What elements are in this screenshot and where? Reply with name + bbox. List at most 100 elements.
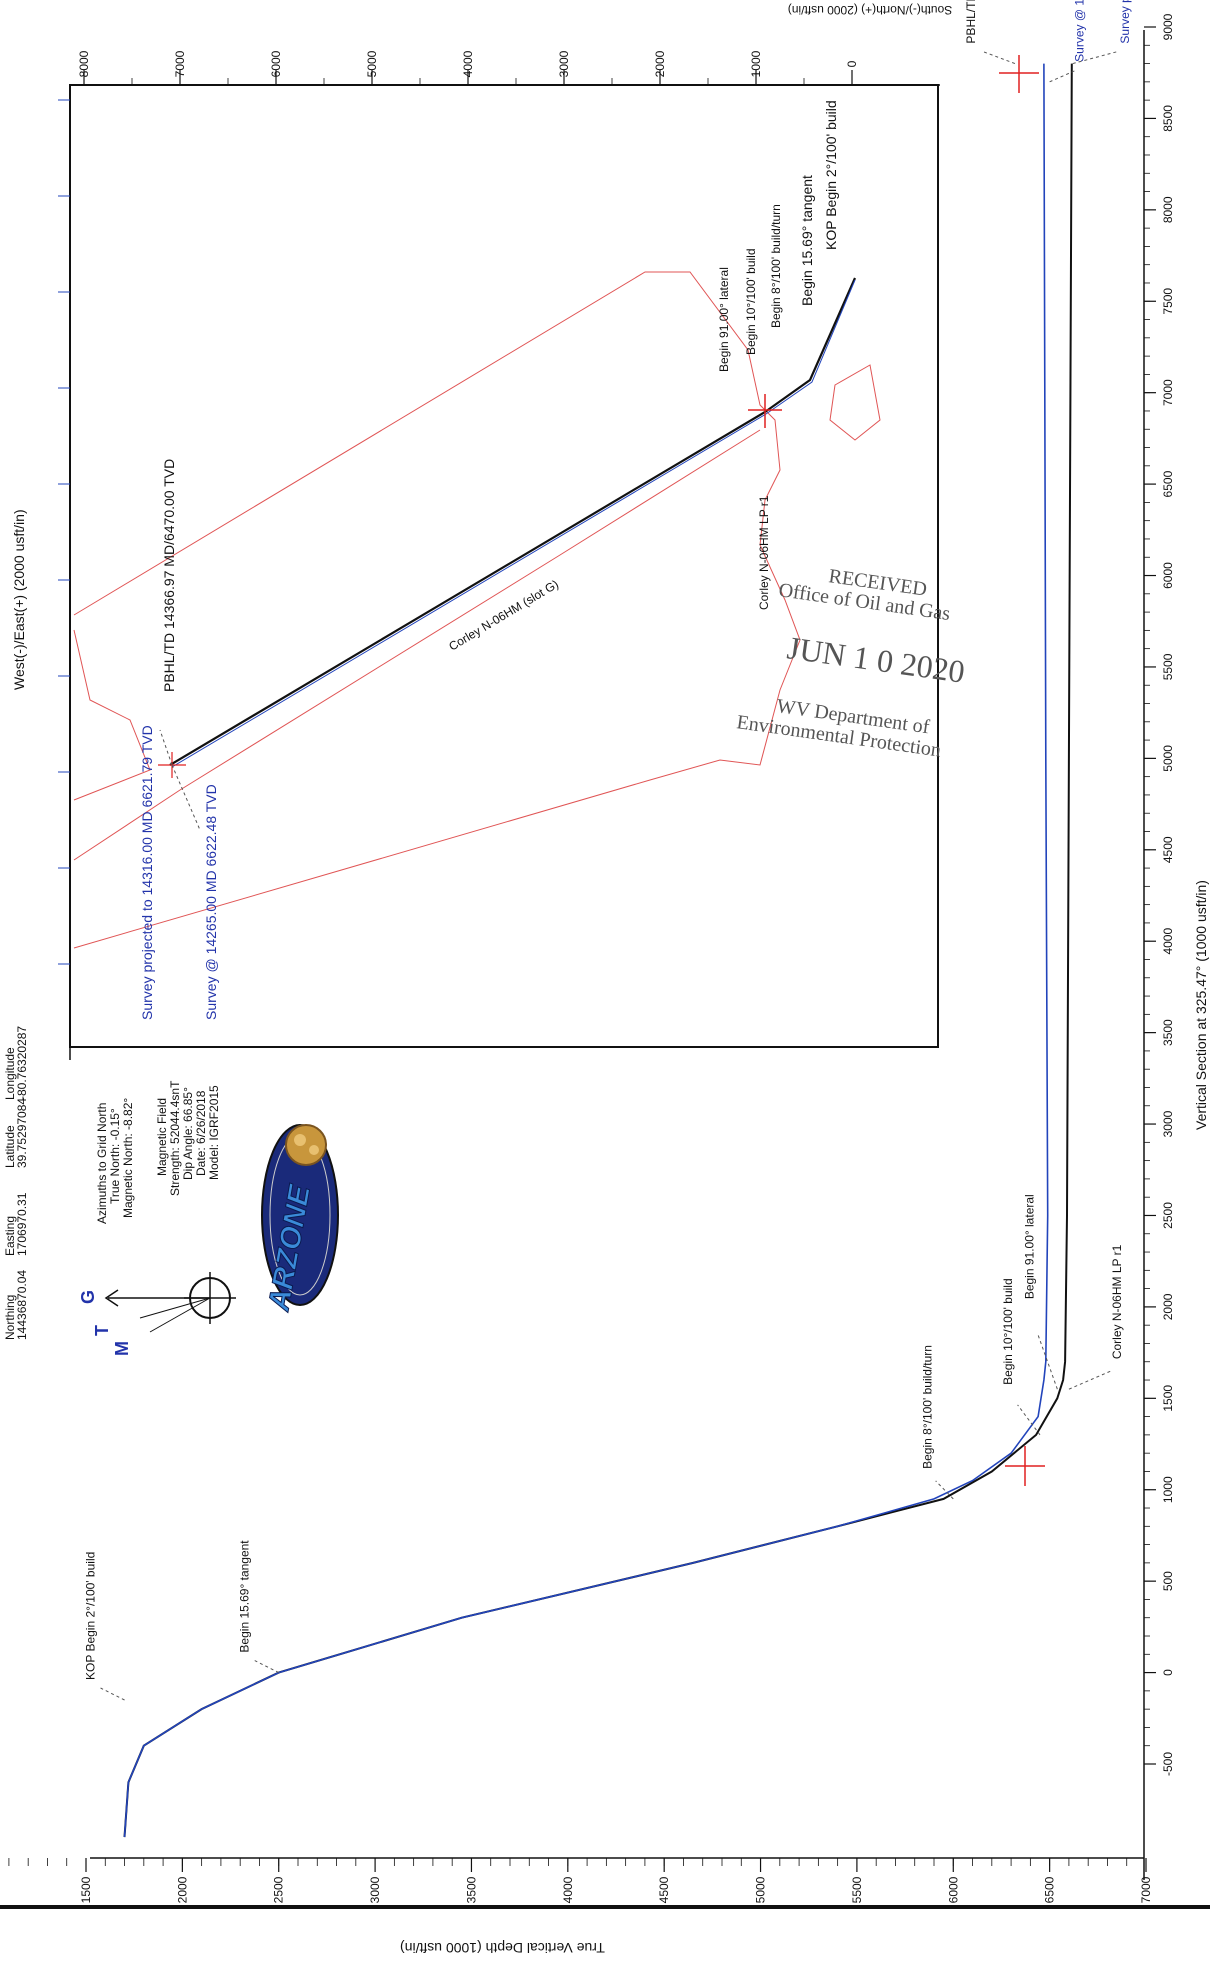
vs-tick-label: 8000 — [1161, 196, 1175, 223]
plan-ns-tick-label: 1000 — [749, 50, 763, 77]
location-header-easting: Easting — [3, 1216, 17, 1256]
plan-ns-tick-label: 7000 — [173, 50, 187, 77]
tvd-axis-label: True Vertical Depth (1000 usft/in) — [400, 1940, 605, 1956]
lease-boundary — [73, 271, 801, 949]
vs-annotation-leader — [1072, 51, 1118, 65]
vs-tick-label: 500 — [1161, 1571, 1175, 1591]
plan-kop-label: KOP Begin 2°/100' build — [823, 100, 839, 250]
vs-tick-label: 5500 — [1161, 653, 1175, 680]
tvd-tick-label: 6500 — [1043, 1876, 1057, 1903]
bottom-axis-bar — [0, 1905, 1210, 1909]
plan-buildturn-label: Begin 8°/100' build/turn — [769, 204, 783, 328]
plan-tangent-label: Begin 15.69° tangent — [799, 175, 815, 306]
vs-tick-label: 6500 — [1161, 470, 1175, 497]
magnetic-line-5: Model: IGRF2015 — [207, 1085, 221, 1180]
vs-tick-label: 1500 — [1161, 1385, 1175, 1412]
vs-annotation-label: Survey @ 14265.00 MD 6622.48 TVD — [1073, 0, 1087, 62]
vs-tick-label: 5000 — [1161, 745, 1175, 772]
vs-annotation-label: Begin 8°/100' build/turn — [920, 1345, 934, 1469]
vs-annotation-leader — [254, 1660, 279, 1674]
plan-lp-label: Corley N-06HM LP r1 — [757, 495, 771, 610]
magnetic-line-3: Dip Angle: 66.85° — [181, 1087, 195, 1180]
plan-leader-2 — [171, 764, 201, 831]
survey-path — [171, 279, 856, 768]
vs-annotation-label: PBHL/TD 14366.97 MD/6470.00 TVD — [964, 0, 978, 44]
vs-annotation-label: Begin 91.00° lateral — [1022, 1194, 1036, 1299]
location-value-longitude: -80.76320287 — [15, 1026, 29, 1100]
vs-annotation-leader — [1017, 1404, 1041, 1436]
tvd-tick-label: 1500 — [79, 1876, 93, 1903]
location-header-longitude: Longitude — [3, 1047, 17, 1100]
location-value-latitude: 39.75297084 — [15, 1098, 29, 1168]
plan-ns-tick-label: 2000 — [653, 50, 667, 77]
vs-tick-label: 3000 — [1161, 1110, 1175, 1137]
azimuth-line-3: Magnetic North: -8.82° — [121, 1098, 135, 1218]
plan-ns-label: South(-)/North(+) (2000 usft/in) — [788, 3, 952, 17]
plan-view-chart: 0 1000 2000 3000 4000 5000 6000 7000 8000 West(-… — [11, 3, 952, 1060]
plan-leader-1 — [159, 729, 173, 766]
vs-annotation-leader — [1068, 1370, 1111, 1390]
vs-annotation-label: KOP Begin 2°/100' build — [84, 1552, 98, 1680]
plan-ew-label: West(-)/East(+) (2000 usft/in) — [11, 509, 27, 690]
location-value-northing: 14436870.04 — [15, 1270, 29, 1340]
tvd-tick-label: 4500 — [657, 1876, 671, 1903]
plan-series-line — [123, 63, 1073, 1838]
vs-tick-label: 8500 — [1161, 105, 1175, 132]
vs-tick-label: 6000 — [1161, 562, 1175, 589]
vs-annotation-leader — [982, 51, 1016, 65]
vs-annotation-leader — [935, 1480, 954, 1500]
plan-ns-tick-label: 8000 — [77, 50, 91, 77]
tvd-tick-label: 3500 — [464, 1876, 478, 1903]
pad-outline — [829, 364, 881, 441]
plan-pbhl-label: PBHL/TD 14366.97 MD/6470.00 TVD — [161, 459, 177, 692]
vs-tick-label: 9000 — [1161, 13, 1175, 40]
vs-tick-label: -500 — [1161, 1752, 1175, 1776]
lease-boundary-b — [73, 429, 761, 861]
vs-tick-label: 1000 — [1161, 1476, 1175, 1503]
magnetic-line-2: Strength: 52044.4snT — [168, 1080, 182, 1196]
tvd-tick-label: 6000 — [946, 1876, 960, 1903]
vs-tick-label: 4500 — [1161, 836, 1175, 863]
plan-ns-tick-label: 6000 — [269, 50, 283, 77]
plan-lateral-label: Begin 91.00° lateral — [717, 267, 731, 372]
vs-tick-label: 3500 — [1161, 1019, 1175, 1046]
vs-annotation-label: Begin 10°/100' build — [1001, 1278, 1015, 1385]
plan-ns-tick-label: 3000 — [557, 50, 571, 77]
well-path — [169, 277, 857, 766]
legend-block: Northing 14436870.04 Easting 1706970.31 … — [3, 1026, 339, 1356]
tvd-tick-label: 2000 — [175, 1876, 189, 1903]
vs-tick-label: 7500 — [1161, 288, 1175, 315]
vs-tick-label: 2000 — [1161, 1293, 1175, 1320]
vs-annotation-leader — [1049, 69, 1078, 83]
azimuth-line-2: True North: -0.15° — [108, 1108, 122, 1204]
plan-survey-proj-label: Survey projected to 14316.00 MD 6621.79 … — [139, 725, 155, 1020]
plan-ns-tick-label: 4000 — [461, 50, 475, 77]
location-value-easting: 1706970.31 — [15, 1192, 29, 1256]
grid-north-letter: G — [78, 1290, 98, 1304]
true-north-letter: T — [92, 1325, 112, 1336]
vs-annotation-leader — [1037, 1335, 1058, 1390]
plan-build-label: Begin 10°/100' build — [744, 248, 758, 355]
tvd-tick-label: 5000 — [754, 1876, 768, 1903]
location-header-latitude: Latitude — [3, 1125, 17, 1168]
vs-tick-label: 0 — [1161, 1669, 1175, 1676]
plan-ns-tick-label: 5000 — [365, 50, 379, 77]
magnetic-line-1: Magnetic Field — [155, 1098, 169, 1176]
vs-annotation-leader — [100, 1687, 125, 1701]
vs-axis-label: Vertical Section at 325.47° (1000 usft/i… — [1193, 880, 1209, 1130]
vs-annotation-label: Survey projected to 14316.00 MD 6621.79 … — [1118, 0, 1132, 44]
tvd-tick-label: 2500 — [272, 1876, 286, 1903]
plan-slot-label: Corley N-06HM (slot G) — [446, 577, 561, 654]
plan-survey-label: Survey @ 14265.00 MD 6622.48 TVD — [203, 784, 219, 1020]
tvd-tick-label: 5500 — [850, 1876, 864, 1903]
vs-tick-label: 7000 — [1161, 379, 1175, 406]
azimuth-line-1: Azimuths to Grid North — [95, 1103, 109, 1224]
vs-tick-label: 2500 — [1161, 1202, 1175, 1229]
company-logo-icon — [261, 1124, 339, 1306]
survey-series-line — [123, 63, 1049, 1838]
tvd-tick-label: 4000 — [561, 1876, 575, 1903]
vs-annotation-label: Begin 15.69° tangent — [238, 1540, 252, 1653]
plan-ns-tick-label: 0 — [845, 60, 859, 67]
